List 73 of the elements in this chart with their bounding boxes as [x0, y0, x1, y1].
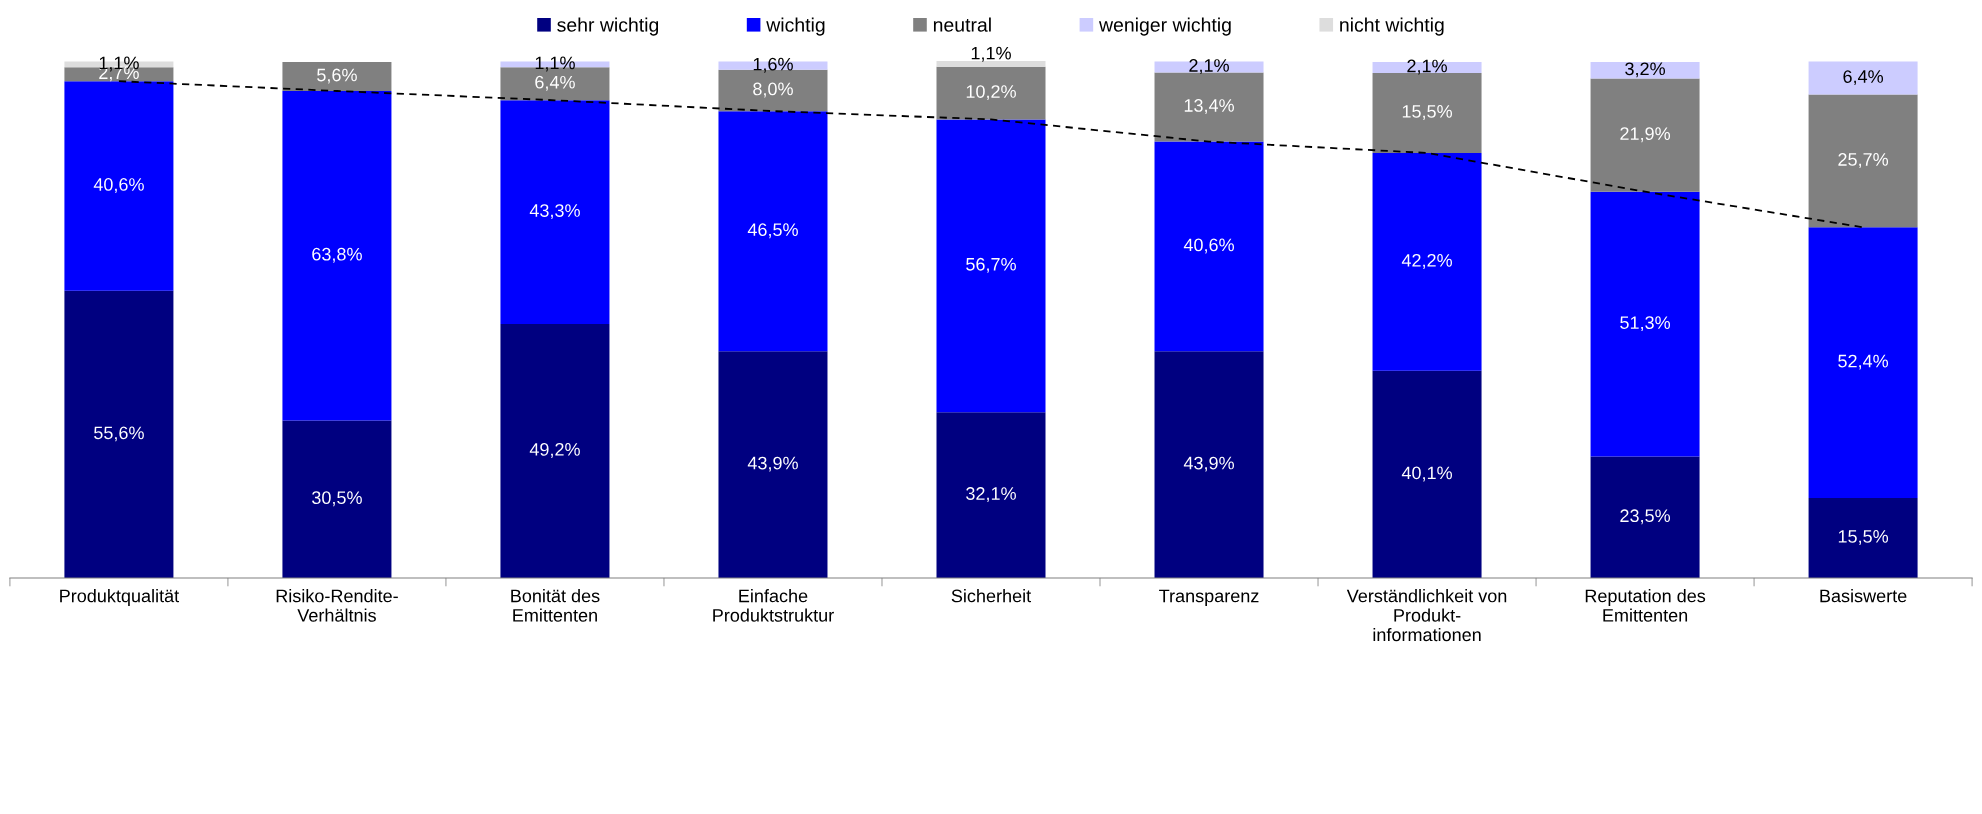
data-label: 49,2%: [529, 442, 580, 458]
x-tick-label: Basiswerte: [1820, 589, 1907, 603]
data-label: 15,5%: [1838, 530, 1889, 545]
data-label: 2,1%: [1189, 59, 1229, 74]
bar: [1154, 72, 1264, 142]
data-label: 42,2%: [1401, 253, 1452, 269]
bar: [1808, 94, 1918, 228]
legend-label: nicht wichtig: [1340, 17, 1444, 36]
data-label: 6,4%: [1843, 70, 1884, 86]
bar: [500, 323, 610, 578]
data-label: 1,1%: [971, 46, 1011, 62]
data-label: 6,4%: [535, 75, 575, 91]
bar: [1590, 191, 1700, 457]
data-label: 43,9%: [747, 456, 798, 472]
data-label: 1,6%: [753, 57, 793, 73]
data-label: 25,7%: [1838, 153, 1889, 168]
data-label: 56,7%: [966, 257, 1016, 273]
data-label: 30,5%: [312, 491, 362, 507]
data-label: 43,9%: [1183, 456, 1234, 472]
bar: [1154, 351, 1264, 578]
bar: [64, 81, 174, 291]
data-label: 51,3%: [1620, 316, 1671, 332]
data-label: 1,1%: [535, 56, 575, 72]
bar: [1372, 370, 1482, 578]
bar: [936, 119, 1046, 413]
data-label: 32,1%: [966, 487, 1016, 503]
bar: [1590, 78, 1700, 192]
data-label: 13,4%: [1184, 99, 1234, 114]
legend-label: neutral: [933, 17, 991, 32]
bar: [1154, 141, 1264, 352]
bar: [1372, 152, 1482, 371]
bar: [282, 420, 392, 578]
x-tick-label: Einfache Produktstruktur: [713, 589, 834, 622]
x-tick-label: Produktqualität: [60, 589, 180, 606]
data-label: 2,1%: [1407, 59, 1447, 75]
x-tick-label: Transparenz: [1159, 589, 1259, 606]
bar: [1808, 497, 1918, 578]
data-label: 43,3%: [529, 204, 580, 220]
data-label: 3,2%: [1625, 62, 1665, 78]
x-tick-label: Bonität des Emittenten: [511, 589, 600, 622]
data-label: 55,6%: [94, 426, 144, 442]
bar: [936, 61, 1046, 67]
legend-label: weniger wichtig: [1098, 17, 1231, 36]
x-tick-label: Risiko-Rendite- Verhältnis: [276, 589, 398, 622]
data-label: 15,5%: [1402, 105, 1452, 120]
data-label: 21,9%: [1620, 127, 1671, 143]
bar: [1590, 456, 1700, 578]
bar: [936, 412, 1046, 578]
bar: [718, 111, 828, 352]
bar: [936, 66, 1046, 120]
data-label: 40,1%: [1401, 466, 1452, 482]
legend-label: wichtig: [766, 17, 825, 36]
data-label: 40,6%: [1183, 238, 1234, 254]
bar: [500, 100, 610, 324]
x-tick-label: Sicherheit: [951, 589, 1032, 603]
x-tick-label: Verständlichkeit von Produkt- informationen: [1346, 589, 1507, 642]
bar: [282, 91, 392, 421]
data-label: 8,0%: [753, 82, 793, 98]
data-label: 40,6%: [93, 178, 144, 193]
bar: [1808, 61, 1918, 95]
data-label: 10,2%: [966, 85, 1016, 101]
data-label: 23,5%: [1620, 509, 1671, 525]
data-label: 46,5%: [747, 223, 798, 239]
bar: [64, 290, 174, 578]
bar: [718, 351, 828, 578]
bar: [1590, 62, 1700, 79]
data-label: 63,8%: [312, 247, 362, 263]
data-label: 52,4%: [1838, 354, 1889, 370]
bar: [282, 62, 392, 91]
bar: [1808, 227, 1918, 498]
x-tick-label: Reputation des Emittenten: [1585, 589, 1706, 622]
data-label: 5,6%: [317, 68, 357, 84]
legend-label: sehr wichtig: [557, 17, 659, 36]
